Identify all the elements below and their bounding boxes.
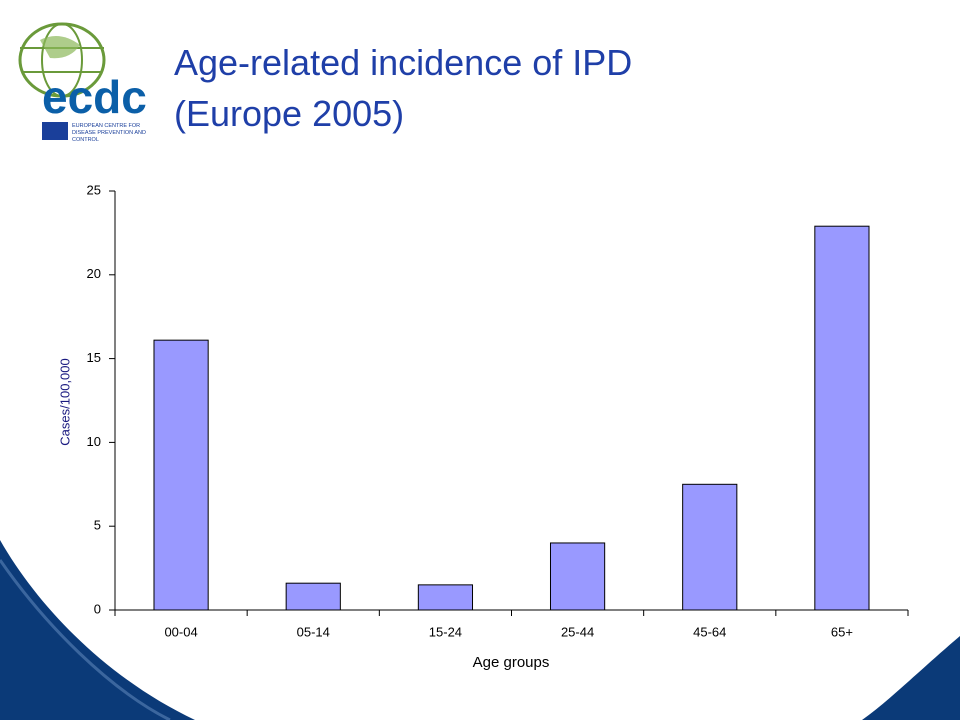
x-tick-label: 65+	[831, 624, 853, 639]
logo-name: ecdc	[42, 71, 147, 123]
globe-meridian	[41, 23, 83, 97]
x-axis-label: Age groups	[473, 654, 550, 671]
bar	[682, 483, 738, 611]
x-tick-label: 05-14	[297, 624, 330, 639]
eu-flag	[42, 122, 68, 140]
x-tick-label: 15-24	[429, 624, 462, 639]
y-tick-label: 10	[87, 434, 101, 449]
chart-title: (Europe 2005)	[174, 93, 404, 134]
logo-line: CONTROL	[72, 137, 99, 143]
bar	[417, 584, 474, 611]
y-tick-label: 0	[94, 601, 101, 616]
x-tick-label: 25-44	[561, 624, 594, 639]
corner-swoosh	[862, 636, 960, 720]
y-tick-label: 5	[94, 518, 101, 533]
x-tick-label: 00-04	[164, 624, 197, 639]
swoosh-edge	[0, 559, 171, 720]
y-tick-label: 20	[87, 266, 101, 281]
logo-line: EUROPEAN CENTRE FOR	[72, 123, 140, 129]
bar	[814, 225, 870, 611]
y-tick-label: 15	[87, 350, 101, 365]
y-axis-label: Cases/100,000	[57, 358, 72, 445]
logo-line: DISEASE PREVENTION AND	[72, 130, 146, 136]
x-tick-label: 45-64	[693, 624, 726, 639]
chart-title: Age-related incidence of IPD	[174, 42, 632, 83]
y-tick-label: 25	[87, 182, 101, 197]
bar	[285, 582, 341, 611]
globe-land	[40, 36, 80, 59]
bar	[549, 542, 606, 611]
bar	[153, 339, 209, 611]
corner-swoosh	[0, 540, 195, 720]
logo: ecdc EUROPEAN CENTRE FOR DISEASE PREVENT…	[18, 22, 147, 143]
